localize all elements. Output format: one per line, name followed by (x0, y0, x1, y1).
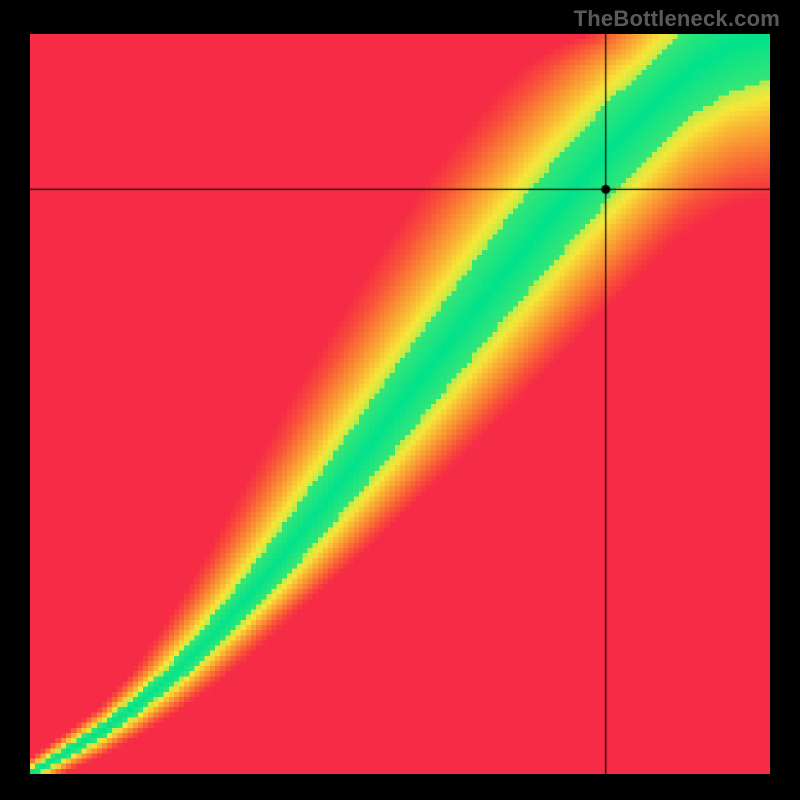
crosshair-overlay (0, 0, 800, 800)
watermark-text: TheBottleneck.com (574, 6, 780, 32)
